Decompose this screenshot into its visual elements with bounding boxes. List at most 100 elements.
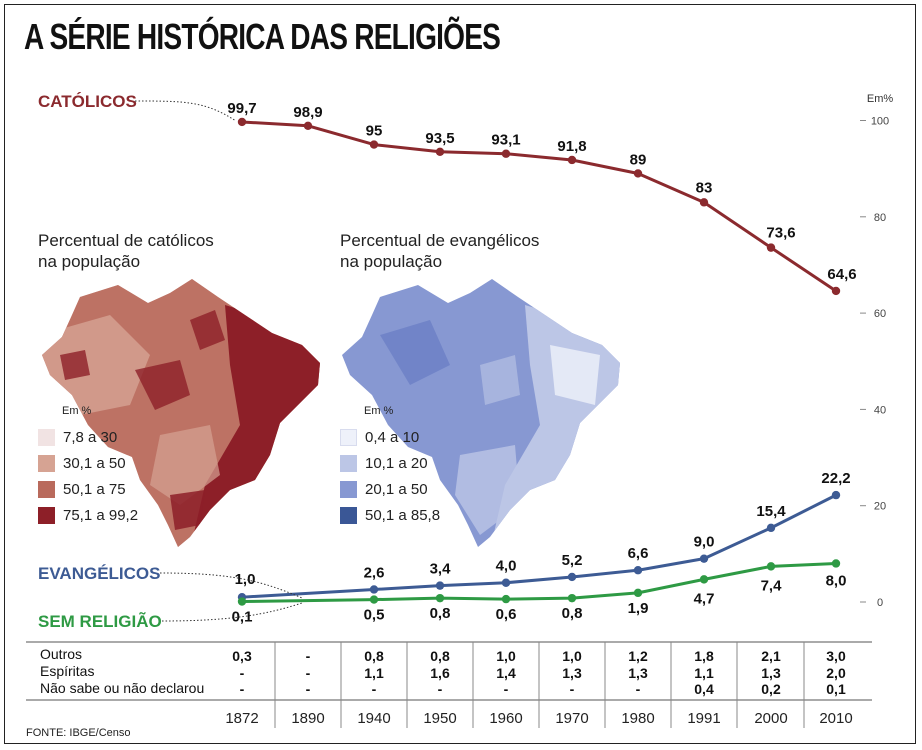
table-cell: 1,3 <box>562 665 582 681</box>
data-label-evangelicos: 22,2 <box>821 470 850 487</box>
table-cell: 2,0 <box>826 665 846 681</box>
x-tick-label: 1980 <box>621 710 654 727</box>
data-label-sem-religiao: 4,7 <box>694 590 715 607</box>
x-tick-label: 1970 <box>555 710 588 727</box>
data-point-sem-religiao <box>237 597 247 606</box>
legend-item: 10,1 a 20 <box>340 451 440 475</box>
data-label-catolicos: 73,6 <box>766 225 795 242</box>
table-cell: 1,2 <box>628 648 648 664</box>
data-label-evangelicos: 15,4 <box>756 503 786 520</box>
legend-swatch <box>340 480 357 498</box>
figure-frame <box>4 4 916 744</box>
data-point-evangelicos <box>633 566 643 575</box>
y-tick-label: 60 <box>874 308 886 320</box>
table-cell: - <box>306 665 311 681</box>
data-point-catolicos <box>831 286 841 296</box>
data-point-evangelicos <box>699 554 709 563</box>
data-point-sem-religiao <box>831 559 841 568</box>
legend-item: 0,4 a 10 <box>340 425 440 449</box>
leader-line-evangelicos <box>159 572 303 599</box>
map-evangelicos <box>342 279 620 547</box>
data-label-sem-religiao: 0,8 <box>562 605 583 622</box>
table-cell: 3,0 <box>826 648 846 664</box>
data-label-catolicos: 91,8 <box>557 138 586 155</box>
series-label-evangelicos: EVANGÉLICOS <box>38 564 160 583</box>
table-row-label: Não sabe ou não declarou <box>40 680 205 696</box>
legend-swatch <box>38 506 55 524</box>
data-label-catolicos: 99,7 <box>227 100 256 117</box>
table-cell: - <box>570 681 575 697</box>
data-point-catolicos <box>766 243 776 252</box>
map-catolicos-title: Percentual de católicos na população <box>38 231 214 271</box>
table-cell: - <box>306 681 311 697</box>
table-cell: 0,8 <box>430 648 450 664</box>
data-point-evangelicos <box>501 578 511 587</box>
legend-swatch <box>38 454 55 472</box>
data-point-catolicos <box>435 147 445 156</box>
data-label-catolicos: 93,5 <box>425 130 454 147</box>
y-tick-label: 80 <box>874 212 886 224</box>
table-cell: - <box>636 681 641 697</box>
x-tick-label: 1940 <box>357 710 390 727</box>
table-cell: - <box>438 681 443 697</box>
x-tick-label: 1991 <box>687 710 720 727</box>
table-cell: 0,1 <box>826 681 846 697</box>
data-label-sem-religiao: 0,1 <box>232 609 253 626</box>
data-label-catolicos: 93,1 <box>491 132 520 149</box>
table-cell: 1,1 <box>694 665 714 681</box>
y-tick-label: 0 <box>877 597 883 609</box>
legend-item: 75,1 a 99,2 <box>38 503 138 527</box>
y-tick-label: 40 <box>874 404 886 416</box>
table-cell: 0,4 <box>694 681 714 697</box>
data-point-catolicos <box>369 140 379 149</box>
table-row-label: Outros <box>40 646 83 662</box>
data-point-sem-religiao <box>369 595 379 604</box>
data-label-evangelicos: 4,0 <box>496 558 517 575</box>
table-cell: - <box>372 681 377 697</box>
table-cell: 1,8 <box>694 648 714 664</box>
data-point-catolicos <box>567 155 577 165</box>
data-point-sem-religiao <box>501 594 511 604</box>
data-label-evangelicos: 6,6 <box>628 545 649 562</box>
data-label-sem-religiao: 0,5 <box>364 607 385 624</box>
y-axis-unit: Em% <box>867 93 894 105</box>
data-point-catolicos <box>303 121 313 130</box>
legend-swatch <box>340 454 357 472</box>
data-point-catolicos <box>501 149 511 158</box>
table-cell: 0,8 <box>364 648 384 664</box>
data-label-evangelicos: 9,0 <box>694 534 715 551</box>
data-label-catolicos: 89 <box>630 151 647 168</box>
x-tick-label: 1960 <box>489 710 522 727</box>
data-label-evangelicos: 2,6 <box>364 564 385 581</box>
table-cell: 1,0 <box>562 648 582 664</box>
table-cell: - <box>504 681 509 697</box>
source-note: FONTE: IBGE/Censo <box>26 727 131 739</box>
leader-line-sem-religiao <box>161 602 303 622</box>
map-evangelicos-title: Percentual de evangélicos na população <box>340 231 540 271</box>
table-cell: 1,3 <box>761 665 781 681</box>
data-point-sem-religiao <box>699 575 709 584</box>
series-line-catolicos <box>241 120 837 293</box>
table-cell: - <box>240 665 245 681</box>
legend-swatch <box>38 480 55 498</box>
series-label-catolicos: CATÓLICOS <box>38 92 137 111</box>
table-cell: 1,0 <box>496 648 516 664</box>
table-cell: - <box>240 681 245 697</box>
table-cell: 1,3 <box>628 665 648 681</box>
data-point-sem-religiao <box>766 562 776 571</box>
x-tick-label: 1872 <box>225 710 258 727</box>
data-point-sem-religiao <box>633 588 643 598</box>
table-cell: 1,4 <box>496 665 516 681</box>
data-label-sem-religiao: 0,6 <box>496 606 517 623</box>
x-tick-label: 2010 <box>819 710 852 727</box>
data-label-sem-religiao: 7,4 <box>761 577 783 594</box>
map-catolicos-legend: Em % 7,8 a 30 30,1 a 50 50,1 a 75 75,1 a… <box>38 405 138 529</box>
map-catolicos <box>42 279 320 547</box>
data-point-evangelicos <box>435 581 445 590</box>
table-cell: 1,1 <box>364 665 384 681</box>
leader-line-catolicos <box>134 100 237 122</box>
legend-swatch <box>340 506 357 524</box>
legend-item: 20,1 a 50 <box>340 477 440 501</box>
table-cell: 0,2 <box>761 681 781 697</box>
data-point-evangelicos <box>766 523 776 533</box>
